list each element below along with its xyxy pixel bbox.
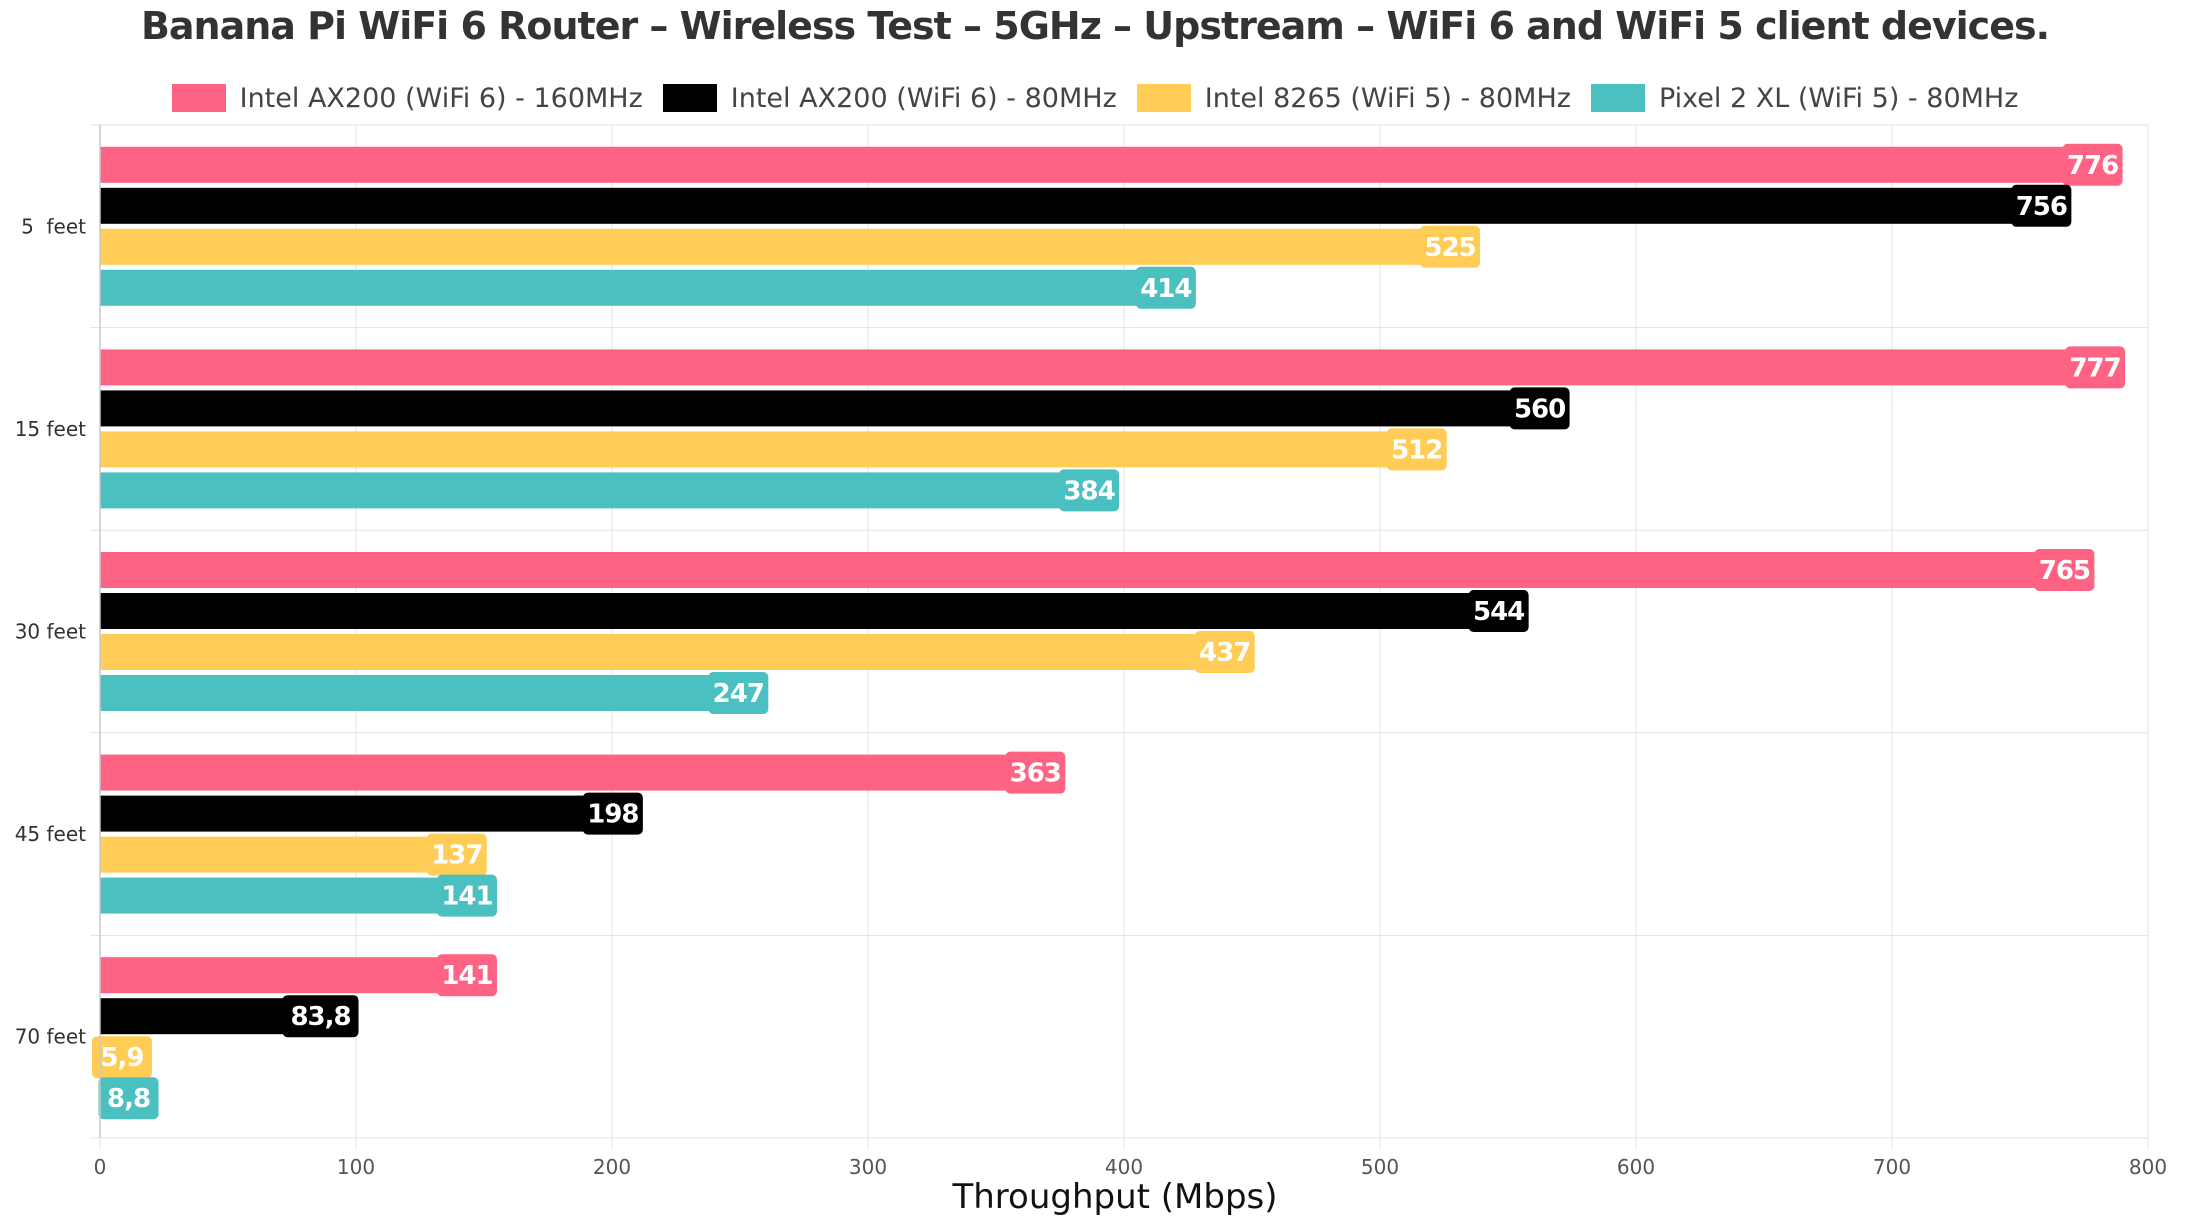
y-tick-label: 70 feet (15, 1025, 86, 1049)
x-tick-label: 100 (337, 1155, 375, 1179)
data-label-badge (1005, 751, 1066, 794)
data-label-badge (2011, 184, 2072, 227)
data-label-badge (1386, 428, 1447, 471)
data-label: 247 (713, 679, 764, 709)
legend-label: Intel AX200 (WiFi 6) - 80MHz (730, 82, 1117, 114)
data-label: 437 (1199, 638, 1250, 668)
y-tick-label: 5 feet (21, 214, 86, 238)
data-label-badge (1420, 225, 1480, 268)
data-label-badge (1194, 631, 1255, 673)
bar (100, 593, 1493, 629)
bar (100, 228, 1444, 265)
data-label-badge (92, 1036, 152, 1079)
legend-swatch (1136, 84, 1191, 112)
legend-label: Intel AX200 (WiFi 6) - 160MHz (239, 82, 643, 114)
x-tick-label: 800 (2129, 1155, 2167, 1179)
bar (100, 472, 1084, 509)
data-label: 83,8 (290, 1002, 350, 1032)
legend: Intel AX200 (WiFi 6) - 160MHz Intel AX20… (0, 78, 2190, 118)
data-label: 777 (2069, 353, 2120, 383)
data-label-badge (98, 1077, 159, 1120)
data-label-badge (1059, 469, 1120, 512)
x-tick-label: 200 (593, 1155, 631, 1179)
legend-swatch (171, 84, 226, 112)
x-axis-title: Throughput (Mbps) (951, 1177, 1277, 1217)
data-label: 560 (1514, 394, 1565, 424)
legend-item-ax200-160[interactable]: Intel AX200 (WiFi 6) - 160MHz (171, 82, 643, 114)
data-label-badge (282, 995, 359, 1038)
legend-swatch (662, 84, 717, 112)
data-label-badge (1135, 266, 1196, 309)
bar (100, 552, 2059, 588)
data-label: 512 (1391, 435, 1442, 465)
data-label: 198 (587, 800, 638, 830)
bar (100, 675, 733, 711)
x-tick-label: 500 (1361, 1155, 1399, 1179)
data-label: 765 (2039, 556, 2090, 586)
x-tick-label: 700 (1873, 1155, 1911, 1179)
x-tick-label: 0 (94, 1155, 107, 1179)
y-tick-label: 45 feet (15, 822, 86, 846)
data-label: 5,9 (100, 1043, 143, 1073)
data-label: 141 (441, 961, 492, 991)
data-label-badge (436, 874, 497, 917)
legend-swatch (1590, 84, 1645, 112)
legend-label: Intel 8265 (WiFi 5) - 80MHz (1204, 82, 1571, 114)
bar (100, 877, 461, 914)
data-label: 544 (1473, 597, 1524, 627)
data-label: 776 (2067, 151, 2118, 181)
y-tick-label: 15 feet (15, 417, 86, 441)
data-label-badge (2034, 549, 2095, 591)
bar (100, 187, 2036, 224)
bar (100, 957, 461, 994)
data-label: 525 (1424, 233, 1475, 263)
data-label-badge (1509, 387, 1570, 430)
data-label-badge (2065, 346, 2126, 389)
chart-title: Banana Pi WiFi 6 Router – Wireless Test … (140, 4, 2050, 48)
x-tick-label: 600 (1617, 1155, 1655, 1179)
legend-label: Pixel 2 XL (WiFi 5) - 80MHz (1658, 82, 2019, 114)
y-tick-label: 30 feet (15, 620, 86, 644)
bar (100, 998, 315, 1035)
data-label-badge (426, 833, 487, 876)
bar (100, 795, 607, 832)
data-label-badge (2062, 143, 2123, 186)
data-label: 384 (1063, 476, 1114, 506)
data-label: 414 (1140, 274, 1191, 304)
bar (100, 754, 1030, 791)
x-tick-label: 400 (1105, 1155, 1143, 1179)
data-label-badge (582, 792, 643, 835)
data-label-badge (436, 954, 497, 997)
axes: 0 100 200 300 400 500 600 700 800 5 feet 15 feet 30… (15, 125, 2167, 1179)
data-label: 137 (431, 841, 482, 871)
bar (100, 146, 2087, 183)
bar (100, 836, 451, 873)
data-label: 141 (441, 882, 492, 912)
data-label: 756 (2016, 192, 2067, 222)
legend-item-ax200-80[interactable]: Intel AX200 (WiFi 6) - 80MHz (662, 82, 1117, 114)
data-label-badge (708, 672, 769, 714)
bar (100, 390, 1534, 427)
bar (100, 269, 1160, 306)
bar (100, 634, 1219, 670)
data-label: 8,8 (107, 1084, 150, 1114)
legend-item-8265-80[interactable]: Intel 8265 (WiFi 5) - 80MHz (1136, 82, 1571, 114)
legend-item-pixel2xl-80[interactable]: Pixel 2 XL (WiFi 5) - 80MHz (1590, 82, 2019, 114)
data-label: 363 (1010, 759, 1061, 789)
bar (100, 431, 1411, 468)
data-label-badge (1468, 590, 1529, 632)
x-tick-label: 300 (849, 1155, 887, 1179)
bar (100, 349, 2090, 386)
